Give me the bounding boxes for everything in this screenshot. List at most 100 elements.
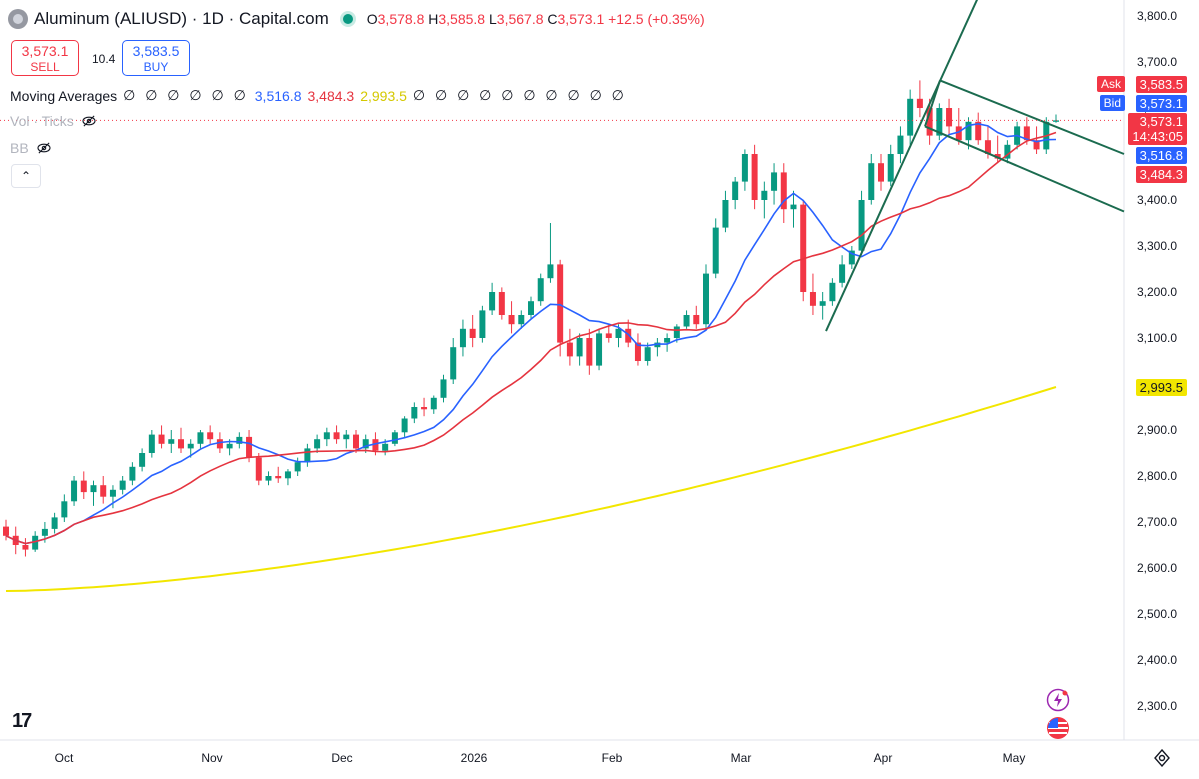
candle-body xyxy=(41,528,48,536)
eye-off-icon[interactable] xyxy=(80,115,98,127)
candle-body xyxy=(683,315,690,327)
candle-body xyxy=(984,140,991,154)
y-tick-label: 2,700.0 xyxy=(1137,515,1177,529)
candle-body xyxy=(868,163,875,200)
candle-body xyxy=(304,448,311,463)
candle-body xyxy=(333,432,340,440)
candle-body xyxy=(265,476,272,481)
candle-body xyxy=(537,278,544,302)
candle-body xyxy=(936,108,943,136)
bollinger-legend[interactable]: BB xyxy=(10,140,53,156)
symbol-icon xyxy=(8,9,28,29)
x-tick-label: 2026 xyxy=(461,751,488,765)
candle-body xyxy=(605,333,612,338)
candle-body xyxy=(284,471,291,479)
candle-body xyxy=(440,379,447,398)
settings-icon[interactable] xyxy=(1153,749,1171,767)
candle-body xyxy=(878,163,884,182)
candle-body xyxy=(197,432,204,444)
collapse-legend-button[interactable]: ⌃ xyxy=(11,164,41,188)
candle-body xyxy=(664,338,671,343)
x-tick-label: Oct xyxy=(55,751,74,765)
volume-legend[interactable]: Vol · Ticks xyxy=(10,113,98,129)
candle-body xyxy=(557,264,564,343)
sell-label: SELL xyxy=(30,60,60,74)
ask-price-tag: 3,583.5 xyxy=(1135,76,1187,93)
candle-body xyxy=(148,434,155,453)
candle-body xyxy=(839,264,846,283)
candle-body xyxy=(809,292,816,306)
sell-button[interactable]: 3,573.1 SELL xyxy=(11,40,79,76)
ask-label: Ask xyxy=(1096,76,1125,92)
candle-body xyxy=(255,457,262,481)
ma-label: Moving Averages xyxy=(10,87,118,104)
x-tick-label: Nov xyxy=(201,751,222,765)
candle-body xyxy=(897,135,904,154)
y-tick-label: 3,200.0 xyxy=(1137,285,1177,299)
y-tick-label: 3,400.0 xyxy=(1137,193,1177,207)
candle-body xyxy=(732,181,739,200)
us-flag-icon[interactable] xyxy=(1046,716,1070,740)
x-tick-label: Apr xyxy=(874,751,893,765)
bid-label: Bid xyxy=(1099,95,1125,111)
candle-body xyxy=(401,418,408,433)
candle-body xyxy=(391,432,398,444)
candle-body xyxy=(246,436,253,458)
channel-bottom-line xyxy=(924,125,1125,213)
candle-body xyxy=(51,517,58,529)
candle-body xyxy=(1004,144,1011,159)
candle-body xyxy=(625,328,632,343)
candle-body xyxy=(382,443,389,451)
candle-body xyxy=(780,172,787,210)
bid-price-tag: 3,573.1 xyxy=(1135,95,1187,112)
candle-body xyxy=(129,466,136,481)
eye-off-icon[interactable] xyxy=(35,142,53,154)
candle-body xyxy=(576,338,583,357)
candle-body xyxy=(741,154,748,182)
market-open-dot-icon xyxy=(342,14,353,24)
candle-body xyxy=(790,204,797,210)
lightning-icon[interactable] xyxy=(1046,688,1070,712)
candle-body xyxy=(187,443,194,449)
candle-body xyxy=(693,315,700,325)
candle-body xyxy=(22,545,29,550)
last-price-tag: 3,573.1 14:43:05 xyxy=(1128,113,1187,145)
candle-body xyxy=(916,98,923,108)
candle-body xyxy=(800,204,807,292)
candle-body xyxy=(421,407,428,410)
candle-body xyxy=(1033,140,1040,150)
candle-body xyxy=(353,434,359,449)
candle-body xyxy=(32,535,39,550)
candle-body xyxy=(722,200,729,228)
candle-body xyxy=(1023,126,1030,141)
candle-body xyxy=(450,347,457,380)
symbol-title[interactable]: Aluminum (ALIUSD) · 1D · Capital.com xyxy=(34,9,329,28)
candle-body xyxy=(479,310,486,338)
candle-body xyxy=(80,480,87,493)
ma1-price-tag: 3,516.8 xyxy=(1135,147,1187,164)
candle-body xyxy=(634,342,641,361)
change-value: +12.5 (+0.35%) xyxy=(608,11,705,27)
buy-label: BUY xyxy=(143,60,169,74)
y-tick-label: 2,300.0 xyxy=(1137,699,1177,713)
candle-body xyxy=(109,489,116,497)
candle-body xyxy=(343,434,350,440)
chart-header: Aluminum (ALIUSD) · 1D · Capital.com O3,… xyxy=(8,9,705,29)
candle-body xyxy=(994,154,1001,159)
buy-button[interactable]: 3,583.5 BUY xyxy=(122,40,190,76)
buy-price: 3,583.5 xyxy=(132,43,180,59)
channel-top-line xyxy=(939,79,1125,155)
candle-body xyxy=(119,480,126,490)
candle-body xyxy=(411,407,418,419)
tradingview-logo-icon[interactable]: 17 xyxy=(12,710,32,732)
candle-body xyxy=(236,436,243,444)
candle-body xyxy=(644,347,651,361)
y-tick-label: 2,900.0 xyxy=(1137,423,1177,437)
moving-averages-legend[interactable]: Moving Averages ∅ ∅ ∅ ∅ ∅ ∅ 3,516.8 3,48… xyxy=(10,87,627,104)
candle-body xyxy=(508,315,515,325)
ma-fast-line xyxy=(5,122,1057,545)
candle-body xyxy=(615,328,622,338)
candle-body xyxy=(178,439,184,449)
candle-body xyxy=(848,250,855,265)
